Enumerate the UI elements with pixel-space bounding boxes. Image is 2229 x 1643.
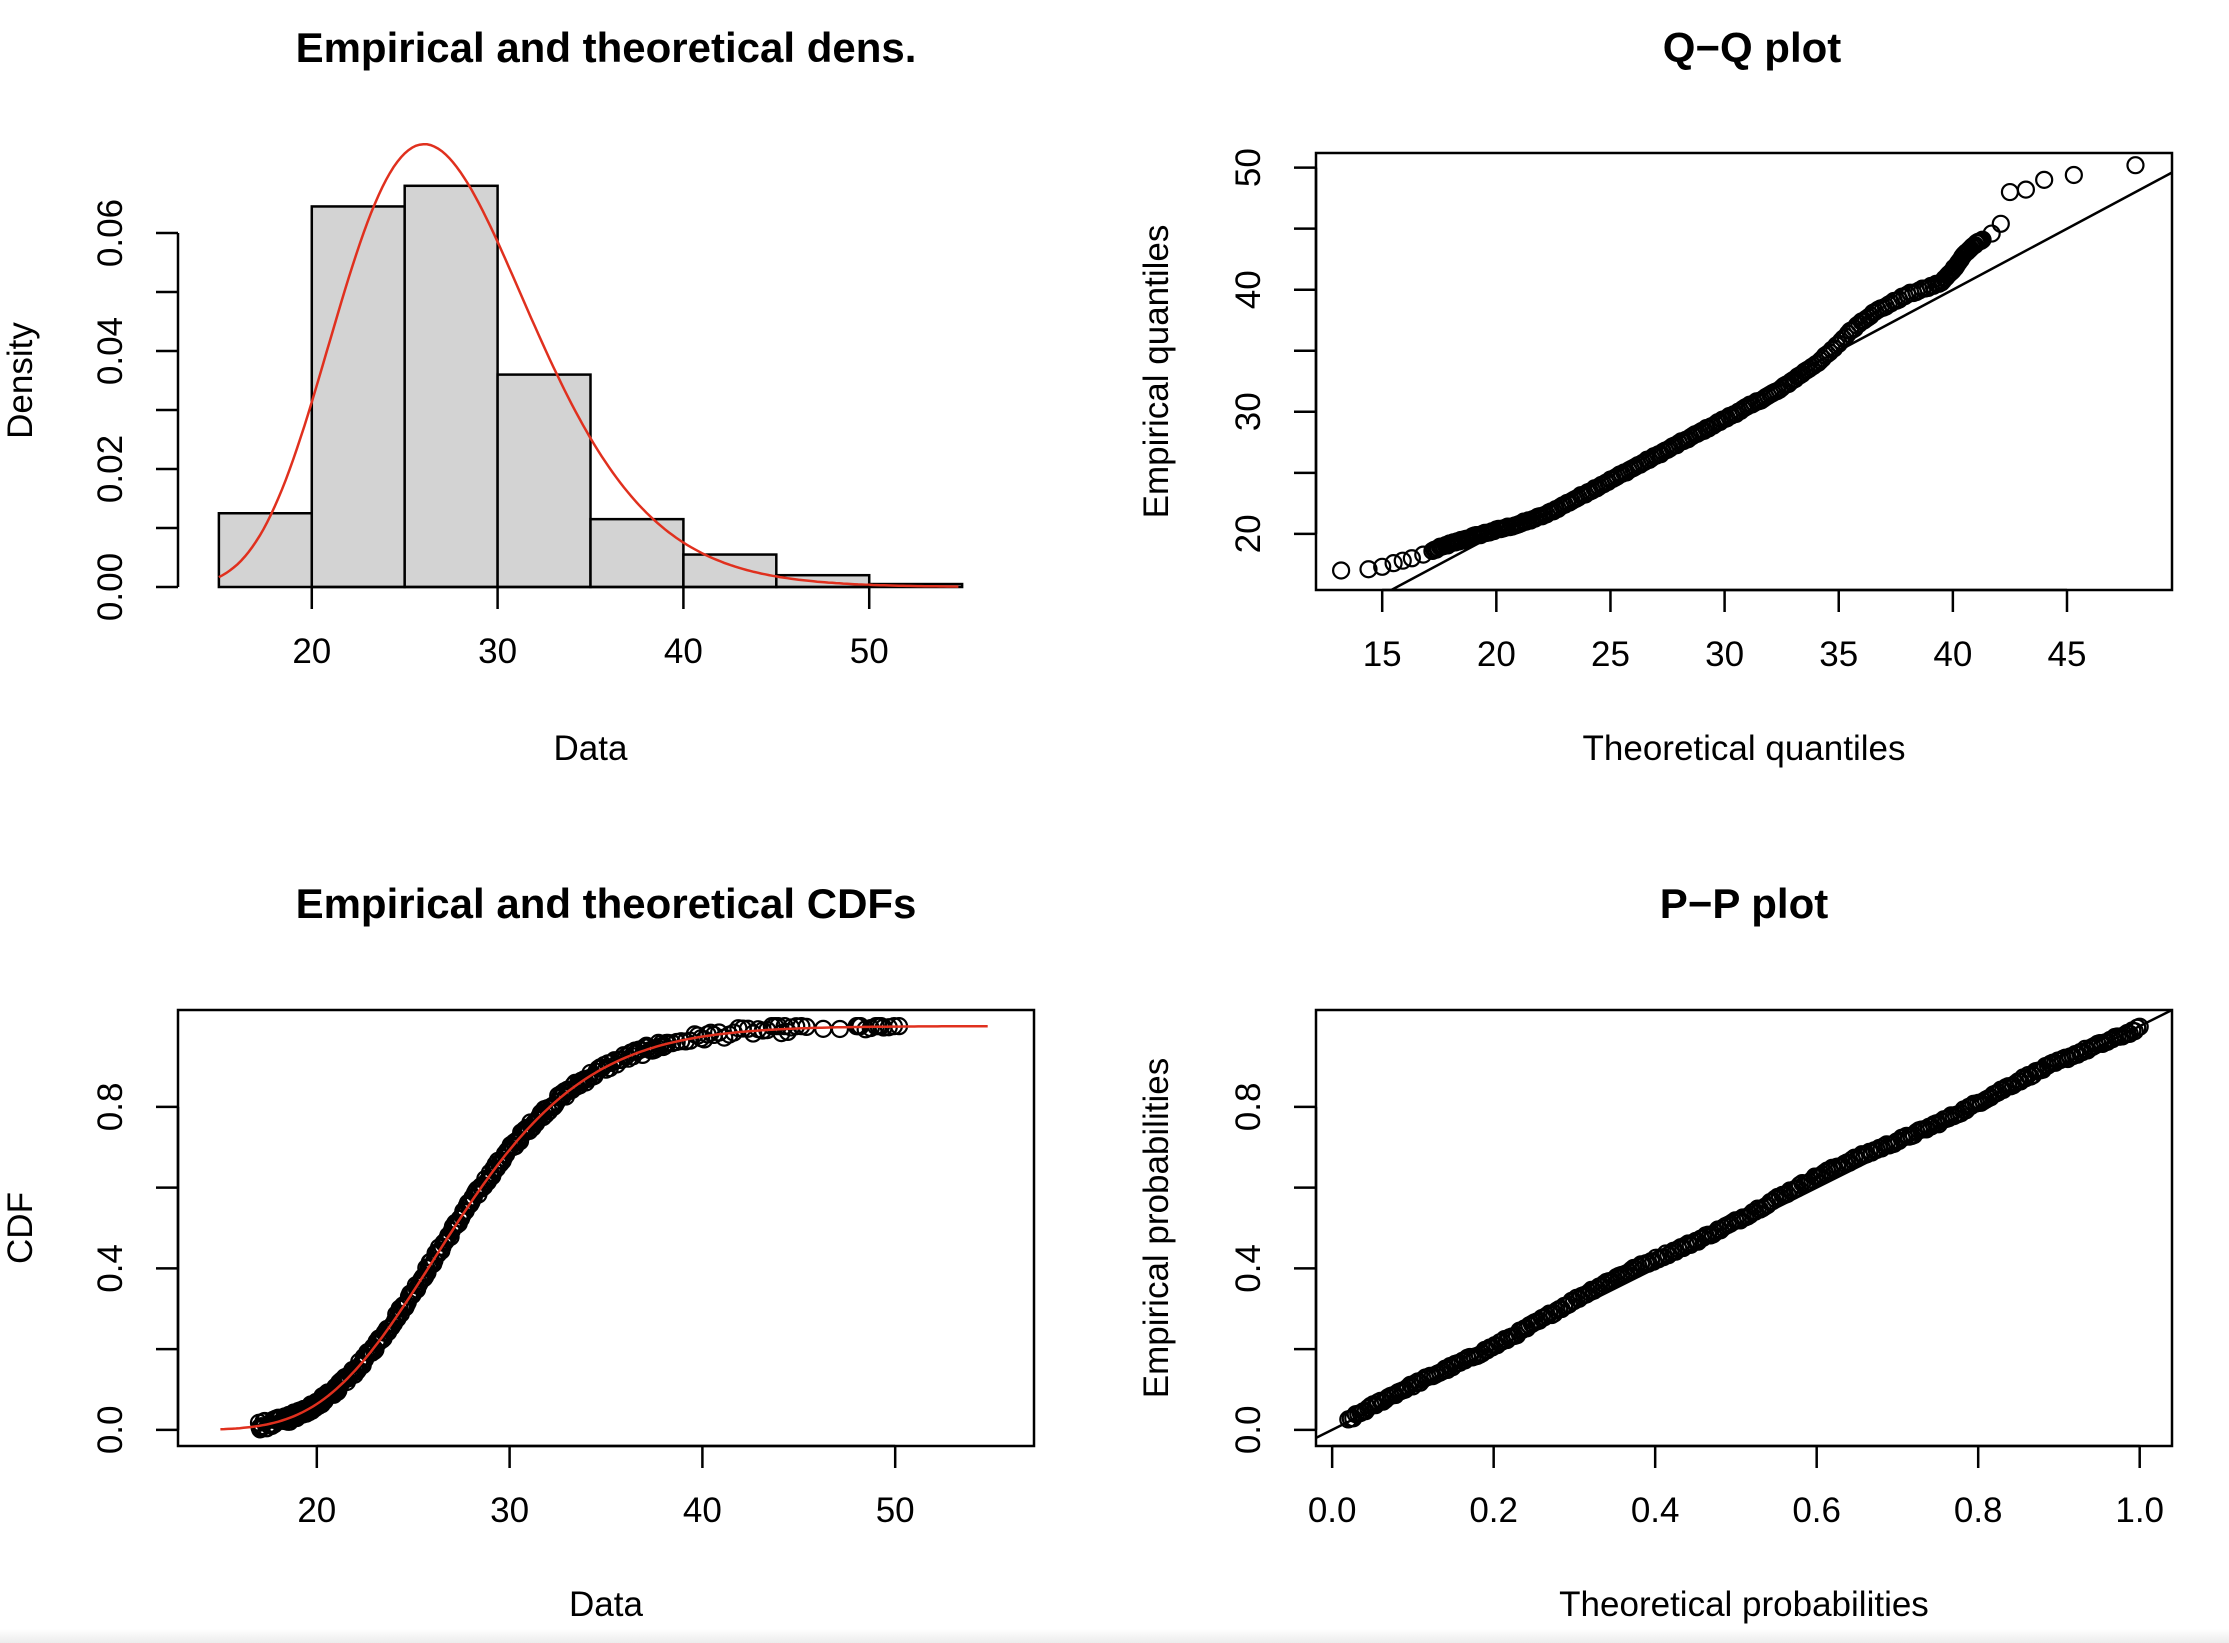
fitted-density-curve	[218, 142, 959, 588]
density-panel: Empirical and theoretical dens. Data Densi…	[1, 24, 964, 768]
histogram-bar	[589, 517, 685, 589]
y-axis-label: Density	[1, 322, 40, 439]
qq-point	[1332, 561, 1351, 580]
x-tick-label: 45	[2048, 635, 2087, 674]
x-tick-label: 20	[1477, 635, 1516, 674]
x-tick-label: 0.8	[1954, 1491, 2003, 1530]
qq-point	[2016, 180, 2036, 199]
pp-point	[2130, 1017, 2149, 1036]
y-tick-label: 50	[1229, 148, 1268, 187]
y-tick-label: 0.0	[1229, 1406, 1268, 1455]
cdf-point	[787, 1017, 806, 1036]
pp-point	[2113, 1027, 2132, 1046]
x-tick-label: 0.6	[1792, 1491, 1841, 1530]
x-axis-label: Theoretical probabilities	[1559, 1585, 1929, 1624]
x-tick-label: 30	[1705, 635, 1744, 674]
y-tick-label: 20	[1229, 514, 1268, 553]
x-tick-label: 40	[683, 1491, 722, 1530]
x-axis-label: Data	[554, 729, 628, 768]
qq-point	[1373, 557, 1392, 576]
qq-plot-area	[1332, 156, 2172, 590]
x-tick-label: 30	[478, 632, 517, 671]
pp-point	[2125, 1022, 2144, 1041]
x-tick-label: 0.4	[1631, 1491, 1680, 1530]
x-tick-label: 30	[490, 1491, 529, 1530]
y-tick-label: 0.0	[91, 1406, 130, 1455]
histogram-bar	[403, 184, 499, 589]
pp-plot-area	[1316, 1010, 2172, 1440]
qq-point	[1384, 554, 1403, 573]
qq-point	[1982, 224, 2001, 243]
qq-point	[2035, 170, 2054, 189]
pp-plot-panel: P−P plot Theoretical probabilities Empiric…	[1137, 880, 2174, 1624]
y-tick-label: 0.4	[91, 1244, 130, 1293]
y-tick-label: 0.04	[91, 317, 130, 385]
x-tick-label: 35	[1819, 635, 1858, 674]
y-tick-label: 0.4	[1229, 1244, 1268, 1293]
x-axis-label: Theoretical quantiles	[1583, 729, 1906, 768]
cdf-panel: Empirical and theoretical CDFs Data CDF 20 3…	[1, 880, 1036, 1624]
qq-point	[2126, 156, 2145, 175]
histogram-bar	[496, 373, 592, 589]
qq-point	[1973, 230, 1992, 249]
qq-point	[2064, 165, 2083, 185]
x-axis-label: Data	[569, 1585, 643, 1624]
x-tick-label: 40	[1933, 635, 1972, 674]
x-tick-label: 20	[297, 1491, 336, 1530]
y-tick-label: 0.06	[91, 199, 130, 267]
x-tick-label: 1.0	[2115, 1491, 2164, 1530]
qq-plot-panel: Q−Q plot Theoretical quantiles Empirical q…	[1137, 24, 2174, 768]
y-tick-label: 30	[1229, 392, 1268, 431]
y-axis-label: CDF	[1, 1192, 40, 1264]
qq-point	[1359, 560, 1378, 579]
y-axis-label: Empirical quantiles	[1137, 225, 1176, 519]
x-tick-label: 0.2	[1469, 1491, 1518, 1530]
y-tick-label: 0.02	[91, 435, 130, 503]
y-axis-label: Empirical probabilities	[1137, 1058, 1176, 1398]
x-tick-label: 40	[664, 632, 703, 671]
qq-point	[1393, 551, 1412, 570]
fitted-cdf-curve	[220, 1024, 988, 1431]
x-tick-label: 50	[876, 1491, 915, 1530]
x-tick-label: 20	[292, 632, 331, 671]
y-tick-label: 0.8	[91, 1083, 130, 1132]
x-tick-label: 50	[850, 632, 889, 671]
chart-title: Empirical and theoretical CDFs	[296, 880, 917, 927]
cdf-point	[830, 1019, 850, 1039]
y-tick-label: 40	[1229, 270, 1268, 309]
x-tick-label: 25	[1591, 635, 1630, 674]
x-tick-label: 0.0	[1308, 1491, 1357, 1530]
y-tick-label: 0.00	[91, 553, 130, 621]
chart-title: P−P plot	[1660, 880, 1828, 927]
qq-point	[1991, 214, 2010, 233]
histogram-bar	[682, 553, 778, 589]
cdf-plot-area	[220, 1017, 988, 1439]
cdf-point	[544, 1097, 563, 1117]
chart-title: Empirical and theoretical dens.	[296, 24, 917, 71]
y-tick-label: 0.8	[1229, 1083, 1268, 1132]
x-tick-label: 15	[1363, 635, 1402, 674]
chart-title: Q−Q plot	[1663, 24, 1842, 71]
qq-point	[1402, 549, 1421, 568]
histogram-bar	[310, 205, 406, 589]
bottom-edge-fade	[0, 1629, 2229, 1643]
